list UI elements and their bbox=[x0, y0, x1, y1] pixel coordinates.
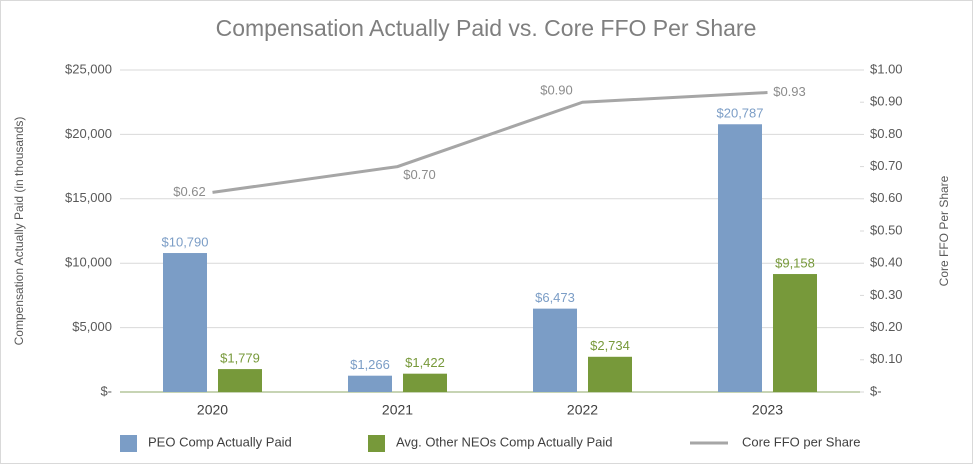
bar bbox=[163, 253, 207, 392]
y2-tick-label: $0.90 bbox=[870, 94, 903, 109]
value-label: $0.62 bbox=[173, 184, 206, 199]
chart-title: Compensation Actually Paid vs. Core FFO … bbox=[216, 15, 757, 41]
value-label: $0.93 bbox=[773, 84, 806, 99]
bar bbox=[403, 373, 447, 392]
legend-swatch bbox=[120, 435, 137, 452]
y2-tick-label: $0.50 bbox=[870, 222, 903, 237]
bar bbox=[218, 369, 262, 392]
x-tick-label: 2021 bbox=[382, 402, 413, 418]
y2-tick-label: $0.60 bbox=[870, 190, 903, 205]
y-tick-label: $- bbox=[100, 383, 112, 398]
legend-label: Core FFO per Share bbox=[742, 434, 861, 449]
y2-tick-label: $0.40 bbox=[870, 255, 903, 270]
y2-axis-title: Core FFO Per Share bbox=[937, 175, 951, 286]
y2-tick-label: $0.80 bbox=[870, 126, 903, 141]
y2-tick-label: $0.10 bbox=[870, 351, 903, 366]
legend-label: PEO Comp Actually Paid bbox=[148, 434, 292, 449]
value-label: $0.70 bbox=[403, 167, 436, 182]
x-tick-label: 2022 bbox=[567, 402, 598, 418]
y-tick-label: $5,000 bbox=[72, 319, 112, 334]
y-tick-label: $25,000 bbox=[65, 61, 112, 76]
bar bbox=[718, 124, 762, 393]
y2-tick-label: $0.30 bbox=[870, 287, 903, 302]
value-label: $6,473 bbox=[535, 290, 575, 305]
value-label: $20,787 bbox=[717, 106, 764, 121]
bar bbox=[533, 308, 577, 392]
x-tick-label: 2020 bbox=[197, 402, 228, 418]
value-label: $9,158 bbox=[775, 255, 815, 270]
y2-tick-label: $- bbox=[870, 383, 882, 398]
x-tick-label: 2023 bbox=[752, 402, 783, 418]
value-label: $1,779 bbox=[220, 351, 260, 366]
line bbox=[212, 91, 768, 194]
y-tick-label: $20,000 bbox=[65, 126, 112, 141]
legend-swatch bbox=[368, 435, 385, 452]
y2-tick-label: $0.20 bbox=[870, 319, 903, 334]
y2-tick-label: $1.00 bbox=[870, 61, 903, 76]
legend-label: Avg. Other NEOs Comp Actually Paid bbox=[396, 434, 613, 449]
bar bbox=[773, 274, 817, 392]
value-label: $1,422 bbox=[405, 355, 445, 370]
value-label: $10,790 bbox=[162, 234, 209, 249]
bar bbox=[348, 375, 392, 392]
value-label: $2,734 bbox=[590, 338, 630, 353]
y-tick-label: $10,000 bbox=[65, 255, 112, 270]
value-label: $0.90 bbox=[540, 83, 573, 98]
y2-tick-label: $0.70 bbox=[870, 158, 903, 173]
y-tick-label: $15,000 bbox=[65, 190, 112, 205]
value-label: $1,266 bbox=[350, 357, 390, 372]
y-axis-title: Compensation Actually Paid (in thousands… bbox=[12, 117, 26, 346]
bar bbox=[588, 356, 632, 392]
